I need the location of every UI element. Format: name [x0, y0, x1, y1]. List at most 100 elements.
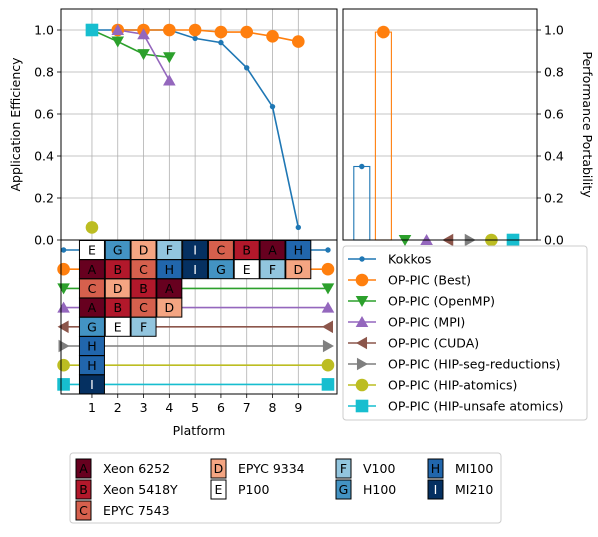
efficiency-ytick-label: 0.8: [34, 65, 54, 80]
platform-legend-name: Xeon 5418Y: [103, 482, 178, 497]
platform-legend-swatch: [427, 479, 444, 500]
platform-cell: [233, 259, 260, 280]
platform-legend-swatch: [210, 479, 227, 500]
series-legend-label: OP-PIC (HIP-unsafe atomics): [388, 399, 563, 414]
series-legend-item-kokkos: Kokkos: [348, 252, 431, 267]
series-legend-item-op-pic-cuda: OP-PIC (CUDA): [348, 336, 479, 351]
portability-y-axis-label: Performance Portability: [580, 51, 595, 198]
platform-cell-label: B: [139, 281, 148, 296]
portability-y-ticks: 0.0 0.2 0.4 0.6 0.8 1.0: [537, 23, 564, 248]
platform-cell-label: A: [88, 300, 97, 315]
platform-legend-swatch: [75, 479, 92, 500]
platform-legend-key: A: [79, 461, 88, 476]
platform-legend-name: H100: [363, 482, 396, 497]
platform-cell-label: F: [269, 262, 276, 277]
efficiency-markers: [85, 23, 305, 234]
efficiency-point-op-pic-openmp: [111, 36, 125, 48]
platform-cell: [259, 259, 286, 280]
platform-legend-item-D: D EPYC 9334: [210, 458, 305, 479]
platform-legend-key: C: [79, 503, 88, 518]
efficiency-point-kokkos: [192, 35, 198, 42]
platform-legend-item-A: A Xeon 6252: [75, 458, 170, 479]
platform-row-marker-end-op-pic-best: [321, 262, 335, 276]
platform-cell-label: A: [165, 281, 174, 296]
platform-cell: [104, 316, 131, 337]
efficiency-point-op-pic-openmp: [137, 49, 150, 61]
efficiency-y-ticks: 0.0 0.2 0.4 0.6 0.8 1.0: [34, 23, 61, 248]
series-legend-box: [342, 245, 588, 421]
series-legend-item-op-pic-hip-atomics: OP-PIC (HIP-atomics): [348, 378, 517, 393]
platform-cell-label: D: [165, 300, 175, 315]
efficiency-point-kokkos: [244, 65, 250, 71]
platform-row-marker-end-op-pic-hip-atomics: [321, 358, 335, 372]
platform-legend-name: P100: [238, 482, 269, 497]
efficiency-point-op-pic-openmp: [163, 52, 176, 64]
platform-row-marker-start-op-pic-hip-atomics: [57, 358, 70, 372]
efficiency-ytick-label: 0.6: [34, 107, 54, 122]
series-legend-swatch-marker: [356, 357, 368, 371]
platform-xtick-label: 9: [294, 400, 302, 415]
platform-cell: [207, 259, 234, 280]
series-legend-label: OP-PIC (CUDA): [388, 336, 479, 351]
platform-cell-label: H: [87, 358, 96, 373]
series-legend-label: OP-PIC (Best): [388, 273, 471, 288]
platform-cell-label: E: [243, 262, 251, 277]
portability-ytick-label: 0.2: [544, 191, 564, 206]
platform-cell-label: H: [87, 339, 96, 354]
portability-ytick-label: 0.4: [544, 149, 564, 164]
platform-legend-item-I: I MI210: [427, 479, 493, 500]
platform-legend-swatch: [427, 458, 444, 479]
platform-cell-label: H: [294, 243, 303, 258]
series-legend-swatch-marker: [355, 399, 369, 413]
platform-cell-label: G: [216, 262, 226, 277]
platform-xtick-label: 3: [140, 400, 148, 415]
efficiency-point-op-pic-best: [292, 35, 305, 48]
series-legend-swatch-marker: [355, 273, 369, 287]
efficiency-gridlines: [61, 9, 337, 241]
series-legend-label: Kokkos: [388, 252, 431, 267]
series-legend-label: OP-PIC (HIP-seg-reductions): [388, 357, 561, 372]
platform-xtick-label: 2: [114, 400, 122, 415]
efficiency-point-op-pic-mpi: [111, 24, 125, 36]
platform-cell-label: H: [165, 262, 174, 277]
platform-row-marker-start-op-pic-openmp: [57, 283, 70, 295]
efficiency-point-op-pic-best: [163, 23, 176, 37]
platform-cell-label: E: [88, 243, 96, 258]
efficiency-point-op-pic-best: [188, 23, 202, 37]
platform-cell: [156, 297, 183, 318]
platform-legend-key: I: [434, 482, 438, 497]
platform-cell-label: A: [268, 243, 277, 258]
efficiency-point-op-pic-hip-atomics: [85, 221, 99, 234]
platform-legend-item-G: G H100: [335, 479, 396, 500]
platform-cell-label: D: [139, 243, 149, 258]
efficiency-ytick-label: 1.0: [34, 23, 54, 38]
platform-legend-swatch: [75, 500, 92, 521]
platform-row-marker-start-kokkos: [60, 247, 67, 253]
efficiency-point-op-pic-mpi: [137, 28, 150, 40]
platform-cell-label: C: [217, 243, 226, 258]
platform-legend: A Xeon 6252 B Xeon 5418Y C EPYC 7543 D EPYC 933…: [69, 452, 502, 524]
platform-cell-label: G: [87, 319, 97, 334]
efficiency-point-kokkos: [269, 103, 276, 110]
platform-xtick-label: 6: [217, 400, 225, 415]
portability-point-op-pic-best: [377, 25, 390, 39]
platform-cell-label: C: [88, 281, 97, 296]
portability-ytick-label: 0.0: [544, 233, 564, 248]
platform-xtick-label: 8: [269, 400, 277, 415]
platform-table-frame: [60, 239, 338, 395]
platform-legend-item-F: F V100: [335, 458, 395, 479]
series-legend: Kokkos OP-PIC (Best) OP-PIC (OpenMP) OP-PIC…: [342, 245, 588, 421]
platform-row-marker-end-op-pic-hip-unsafe-atomics: [321, 378, 335, 391]
platform-row-marker-start-op-pic-hip-seg-reductions: [58, 339, 70, 353]
platform-cell-label: G: [113, 243, 123, 258]
platform-legend-key: G: [339, 482, 349, 497]
series-legend-swatch-marker: [355, 378, 369, 392]
portability-bars: [353, 25, 392, 241]
portability-ytick-label: 1.0: [544, 23, 564, 38]
portability-bar-op-pic-best: [374, 31, 392, 241]
platform-cell-label: D: [293, 262, 303, 277]
platform-row-marker-end-op-pic-openmp: [321, 283, 335, 295]
platform-row-marker-end-op-pic-hip-seg-reductions: [322, 339, 334, 353]
series-legend-swatch-marker: [355, 295, 369, 307]
